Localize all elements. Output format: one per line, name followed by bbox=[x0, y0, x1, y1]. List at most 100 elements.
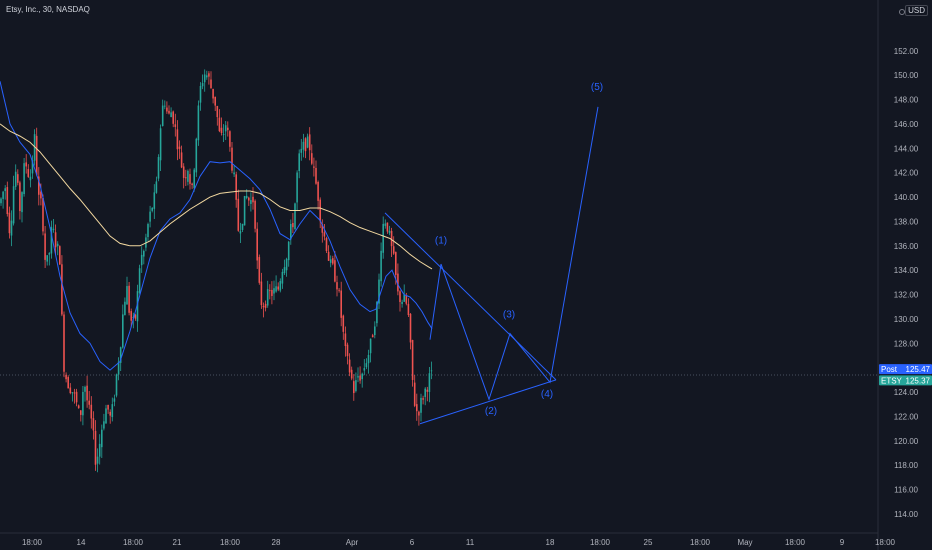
candle-body bbox=[258, 257, 261, 283]
candle-body bbox=[48, 253, 51, 255]
candle-body bbox=[113, 398, 116, 402]
x-tick-label: 18:00 bbox=[220, 538, 241, 547]
x-tick-label: 18:00 bbox=[690, 538, 711, 547]
candle-body bbox=[313, 166, 315, 168]
candle bbox=[52, 218, 55, 233]
candle bbox=[277, 282, 279, 292]
candle-body bbox=[363, 368, 366, 371]
candle bbox=[172, 110, 174, 128]
wave-label: (3) bbox=[503, 310, 515, 321]
candle-body bbox=[218, 117, 221, 132]
candle-body bbox=[336, 282, 338, 290]
candle-body bbox=[409, 313, 412, 343]
candle-body bbox=[208, 73, 210, 77]
candle-body bbox=[281, 271, 284, 284]
candle-body bbox=[206, 75, 208, 78]
candle bbox=[422, 395, 424, 405]
candle bbox=[96, 448, 99, 473]
candle bbox=[290, 219, 292, 245]
candle bbox=[220, 117, 223, 136]
candle-body bbox=[260, 281, 263, 306]
candle bbox=[103, 413, 105, 431]
currency-badge[interactable]: USD bbox=[899, 5, 928, 16]
price-tag-bg bbox=[879, 364, 932, 375]
candle-body bbox=[302, 141, 305, 150]
candle bbox=[298, 149, 300, 179]
candle-body bbox=[382, 223, 384, 253]
candle bbox=[14, 164, 17, 190]
x-tick-label: 28 bbox=[272, 538, 281, 547]
candle bbox=[399, 290, 401, 312]
candle bbox=[222, 124, 225, 143]
candle bbox=[113, 394, 116, 407]
x-tick-label: 18:00 bbox=[590, 538, 611, 547]
candle-body bbox=[4, 188, 6, 192]
candle-body bbox=[239, 231, 242, 234]
candle-body bbox=[147, 224, 149, 238]
candle bbox=[31, 155, 34, 179]
candle bbox=[350, 366, 353, 381]
candle bbox=[155, 176, 158, 194]
candle bbox=[42, 194, 44, 236]
candle-body bbox=[193, 169, 195, 189]
candle bbox=[229, 130, 231, 152]
candle bbox=[182, 163, 185, 189]
candle-body bbox=[403, 295, 405, 302]
candle bbox=[239, 222, 242, 243]
candle-body bbox=[367, 354, 370, 364]
candle bbox=[94, 420, 97, 471]
candle bbox=[260, 272, 263, 309]
candle-body bbox=[248, 197, 250, 201]
candle bbox=[327, 245, 330, 261]
candle-body bbox=[296, 172, 298, 203]
candle-body bbox=[31, 160, 34, 174]
candle bbox=[332, 255, 334, 266]
candle bbox=[315, 160, 317, 185]
candle bbox=[143, 249, 145, 265]
candle bbox=[199, 82, 202, 111]
candle-body bbox=[300, 148, 303, 153]
candle bbox=[285, 257, 288, 277]
candle bbox=[27, 164, 30, 178]
candle-body bbox=[357, 376, 359, 378]
candle bbox=[233, 165, 235, 177]
candle-body bbox=[33, 134, 36, 161]
candle-body bbox=[130, 311, 132, 321]
candle bbox=[359, 366, 361, 384]
candle bbox=[75, 388, 78, 407]
candle bbox=[124, 297, 126, 316]
candle-body bbox=[77, 405, 80, 409]
candle-body bbox=[273, 288, 275, 294]
candle bbox=[185, 169, 187, 187]
candle bbox=[193, 167, 195, 192]
candle bbox=[386, 222, 389, 234]
candle bbox=[61, 255, 63, 317]
candle-body bbox=[187, 170, 189, 182]
candle bbox=[191, 182, 193, 189]
candle-body bbox=[80, 410, 82, 415]
candle bbox=[168, 105, 170, 115]
candle bbox=[292, 213, 294, 234]
candle-body bbox=[178, 146, 181, 149]
candle bbox=[21, 191, 23, 223]
candle bbox=[334, 251, 336, 283]
candle-body bbox=[252, 196, 254, 203]
candle bbox=[111, 397, 114, 422]
y-tick-label: 150.00 bbox=[894, 71, 919, 80]
candle-body bbox=[56, 243, 59, 247]
candle bbox=[243, 195, 246, 226]
candle-body bbox=[365, 363, 368, 368]
candle-body bbox=[88, 400, 90, 405]
candle-body bbox=[69, 387, 72, 394]
candle-body bbox=[371, 335, 374, 338]
y-tick-label: 144.00 bbox=[894, 144, 919, 153]
candle bbox=[374, 321, 376, 339]
candle-body bbox=[180, 152, 183, 168]
candle bbox=[109, 409, 111, 424]
candle bbox=[92, 411, 95, 440]
candle bbox=[361, 372, 363, 388]
candle bbox=[195, 137, 198, 177]
candle-body bbox=[271, 289, 273, 296]
candle bbox=[197, 100, 200, 146]
